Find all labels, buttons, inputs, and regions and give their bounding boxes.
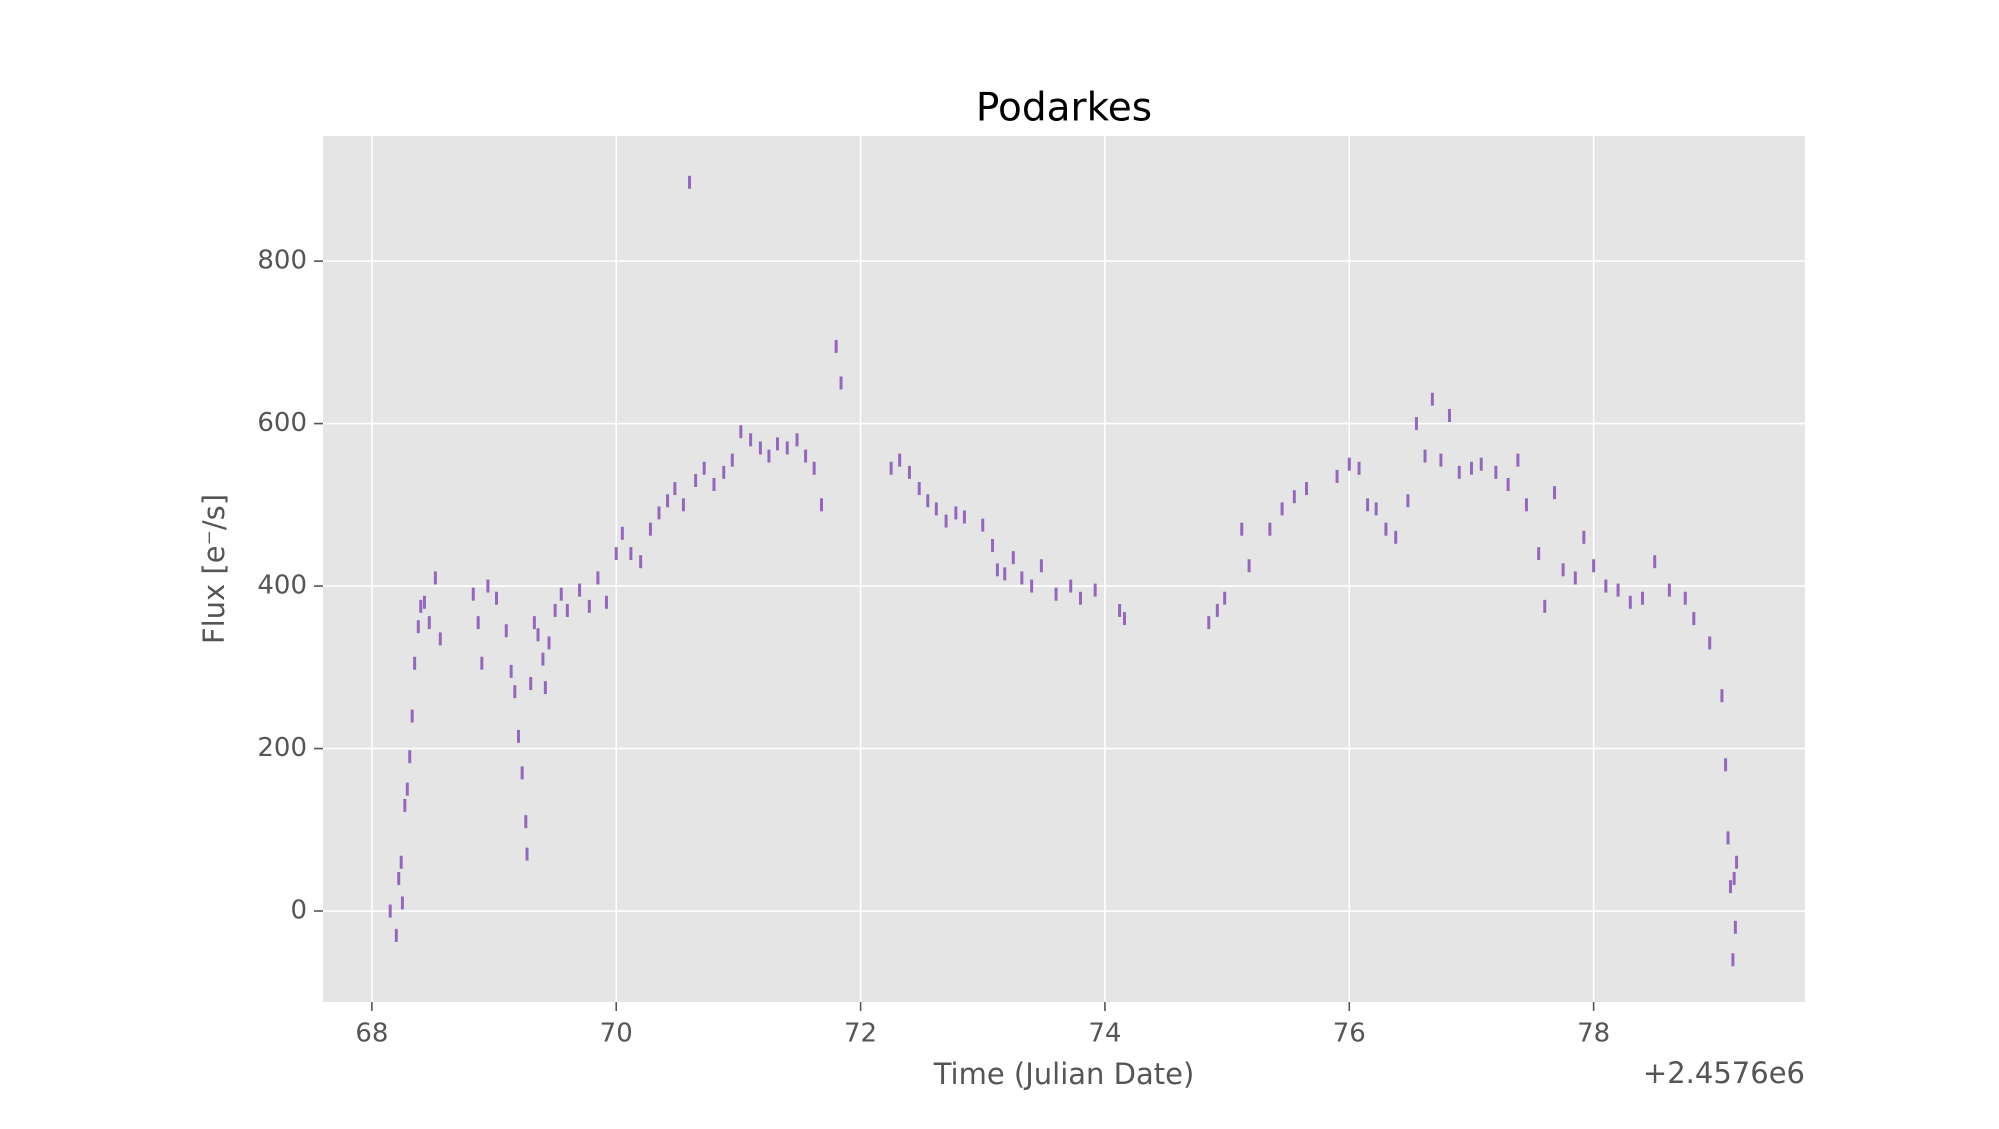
x-offset-label: +2.4576e6 <box>1643 1056 1805 1090</box>
y-tick-label: 0 <box>290 896 307 926</box>
y-tick-label: 200 <box>257 733 307 763</box>
x-tick-label: 68 <box>355 1019 388 1049</box>
plot-area <box>323 136 1805 1002</box>
y-tick-label: 600 <box>257 408 307 438</box>
chart-title: Podarkes <box>976 86 1152 131</box>
x-axis-label: Time (Julian Date) <box>933 1057 1195 1091</box>
y-tick-label: 400 <box>257 571 307 601</box>
x-tick-label: 76 <box>1333 1019 1366 1049</box>
x-tick-label: 72 <box>844 1019 877 1049</box>
y-axis-label: Flux [e⁻/s] <box>197 494 231 644</box>
x-tick-label: 74 <box>1088 1019 1121 1049</box>
y-tick-label: 800 <box>257 246 307 276</box>
x-tick-label: 78 <box>1577 1019 1610 1049</box>
x-tick-label: 70 <box>600 1019 633 1049</box>
